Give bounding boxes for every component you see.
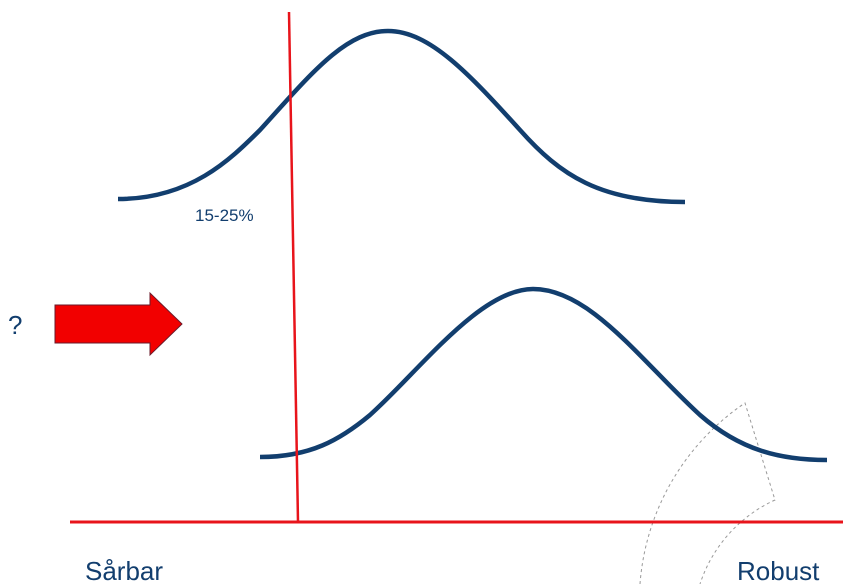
threshold-line [287,11,300,523]
axis-left-label: Sårbar [85,556,163,584]
distribution-curve-top [117,28,686,205]
question-mark: ? [8,310,22,340]
axis-right-label: Robust [737,556,820,584]
distribution-curve-bottom [259,286,828,463]
shift-arrow [54,291,183,357]
percent-annotation: 15-25% [195,206,254,225]
